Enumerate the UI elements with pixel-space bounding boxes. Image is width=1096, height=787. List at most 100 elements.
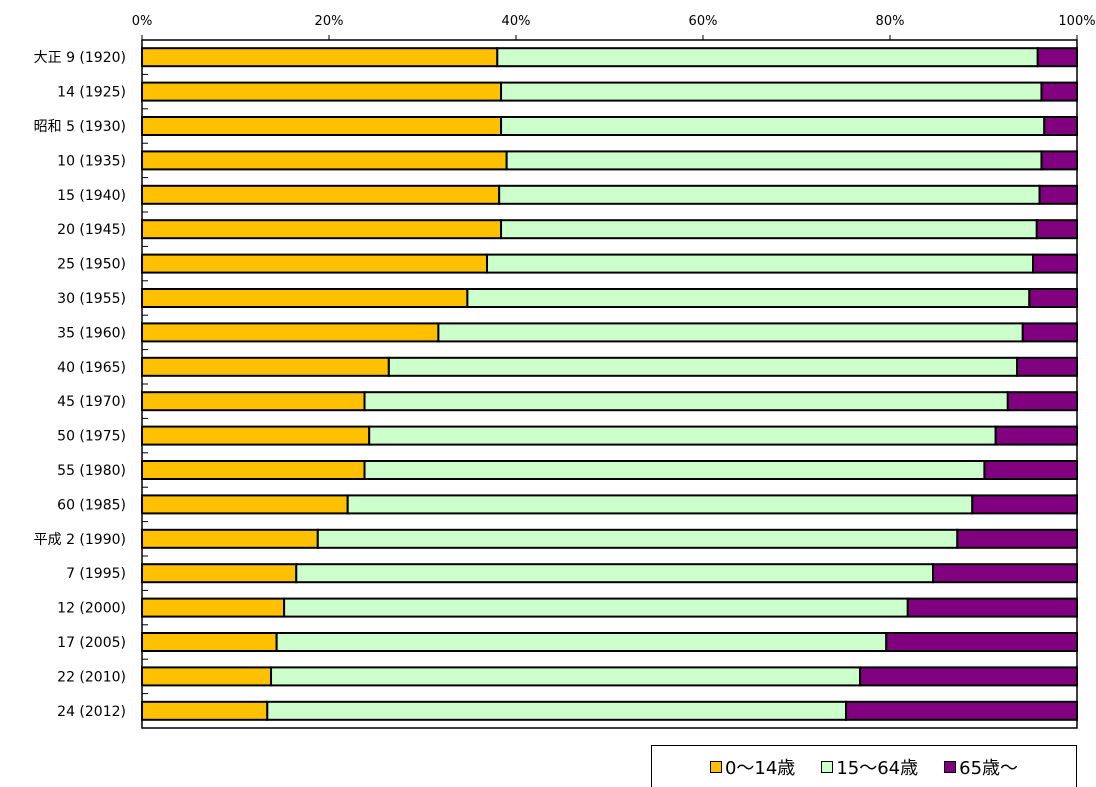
- bar-segment-series-1: [368, 425, 997, 446]
- bar-segment-series-1: [496, 47, 1039, 68]
- legend-swatch-15-64: [821, 760, 834, 773]
- x-tick-label: 0%: [132, 14, 153, 29]
- bar-segment-series-0: [141, 322, 440, 343]
- bar-segment-series-1: [363, 391, 1009, 412]
- bar-segment-series-2: [994, 425, 1079, 446]
- category-label: 30 (1955): [57, 291, 126, 307]
- legend-swatch-65-plus: [944, 760, 957, 773]
- bar-segment-series-2: [1036, 47, 1078, 68]
- category-label: 15 (1940): [57, 188, 126, 204]
- bar-segment-series-2: [1040, 150, 1078, 171]
- bar-segment-series-0: [141, 253, 489, 274]
- x-axis-ticks: 0% 20% 40% 60% 80% 100%: [132, 14, 1096, 40]
- bar-segment-series-0: [141, 563, 298, 584]
- bar-segment-series-1: [505, 150, 1043, 171]
- category-label: 昭和 5 (1930): [34, 119, 126, 135]
- bar-segment-series-0: [141, 528, 319, 549]
- bar-segment-series-2: [1006, 391, 1078, 412]
- bar-segment-series-2: [885, 632, 1079, 652]
- bar-segment-series-0: [141, 356, 390, 377]
- category-label: 14 (1925): [57, 85, 126, 101]
- bar-segment-series-1: [316, 528, 959, 549]
- x-tick-label: 40%: [502, 14, 531, 29]
- bar-segment-series-2: [1032, 253, 1079, 274]
- bar-segment-series-1: [486, 253, 1035, 274]
- legend-label-0-14: 0～14歳: [724, 757, 796, 779]
- bar-segment-series-0: [141, 391, 366, 412]
- legend-entry-65-plus: 65歳～: [944, 754, 1018, 780]
- bar-segment-series-0: [141, 219, 503, 240]
- bar-segment-series-1: [437, 322, 1024, 343]
- bar-segment-series-1: [270, 666, 862, 687]
- category-label: 40 (1965): [57, 360, 126, 376]
- bar-segment-series-0: [141, 425, 371, 446]
- category-label: 60 (1985): [57, 497, 126, 513]
- bar-segment-series-2: [1040, 81, 1078, 102]
- category-label: 20 (1945): [57, 222, 126, 238]
- bar-segment-series-1: [266, 700, 848, 721]
- category-label: 55 (1980): [57, 463, 126, 479]
- category-label: 大正 9 (1920): [34, 50, 126, 66]
- bar-segment-series-2: [971, 494, 1079, 515]
- bar-segment-series-2: [932, 563, 1079, 584]
- legend-entry-15-64: 15～64歳: [821, 754, 918, 780]
- bar-segment-series-1: [500, 81, 1043, 102]
- bar-segment-series-1: [500, 116, 1046, 136]
- bar-segment-series-2: [956, 528, 1079, 549]
- bar-segment-series-0: [141, 184, 501, 205]
- bar-segment-series-1: [346, 494, 974, 515]
- bar-segment-series-0: [141, 700, 269, 721]
- x-tick-label: 80%: [876, 14, 905, 29]
- category-label: 35 (1960): [57, 325, 126, 341]
- bar-segment-series-2: [845, 700, 1078, 721]
- bar-segment-series-1: [387, 356, 1019, 377]
- category-label: 17 (2005): [57, 635, 126, 651]
- bar-segment-series-0: [141, 116, 503, 136]
- category-label: 12 (2000): [57, 601, 126, 617]
- category-label: 45 (1970): [57, 394, 126, 410]
- x-tick-label: 60%: [689, 14, 718, 29]
- legend: 0～14歳 15～64歳 65歳～: [651, 745, 1077, 787]
- bar-segment-series-0: [141, 288, 469, 308]
- bar-segment-series-0: [141, 81, 503, 102]
- bar-segment-series-2: [1021, 322, 1079, 343]
- bar-segment-series-0: [141, 494, 349, 515]
- legend-label-65-plus: 65歳～: [959, 757, 1019, 779]
- legend-swatch-0-14: [709, 760, 722, 773]
- bar-segment-series-1: [466, 288, 1031, 308]
- category-label: 50 (1975): [57, 429, 126, 445]
- bar-segment-series-1: [363, 460, 986, 480]
- legend-entry-0-14: 0～14歳: [709, 754, 796, 780]
- plot-frame: [141, 39, 1078, 729]
- x-tick-label: 20%: [315, 14, 344, 29]
- bar-segment-series-2: [859, 666, 1079, 687]
- bar-segment-series-0: [141, 666, 273, 687]
- bar-segment-series-1: [500, 219, 1038, 240]
- bar-segment-series-2: [1035, 219, 1079, 240]
- bar-segment-series-0: [141, 47, 499, 68]
- bar-segment-series-2: [1043, 116, 1079, 136]
- bar-segment-series-1: [275, 632, 888, 652]
- bar-segment-series-0: [141, 597, 286, 618]
- category-label: 10 (1935): [57, 153, 126, 169]
- bar-segment-series-2: [1028, 288, 1078, 308]
- category-label: 7 (1995): [66, 566, 126, 582]
- bar-segment-series-0: [141, 460, 366, 480]
- category-label: 24 (2012): [57, 704, 126, 720]
- category-labels: 大正 9 (1920) 14 (1925) 昭和 5 (1930) 10 (1935)…: [34, 50, 148, 720]
- bar-segment-series-2: [1016, 356, 1078, 377]
- bar-segment-series-2: [1038, 184, 1078, 205]
- bar-segment-series-1: [498, 184, 1041, 205]
- bar-segment-series-1: [295, 563, 935, 584]
- stacked-bar-chart: 0% 20% 40% 60% 80% 100% 大正 9 (1920) 14 (1925) 昭…: [34, 14, 1096, 729]
- bar-segment-series-1: [283, 597, 909, 618]
- bar-segment-series-0: [141, 150, 508, 171]
- x-tick-label: 100%: [1058, 14, 1095, 29]
- category-label: 平成 2 (1990): [34, 532, 126, 548]
- legend-label-15-64: 15～64歳: [836, 757, 919, 779]
- category-label: 22 (2010): [57, 669, 126, 685]
- bar-segment-series-2: [983, 460, 1078, 480]
- category-label: 25 (1950): [57, 257, 126, 273]
- bars: [141, 47, 1079, 721]
- bar-segment-series-0: [141, 632, 278, 652]
